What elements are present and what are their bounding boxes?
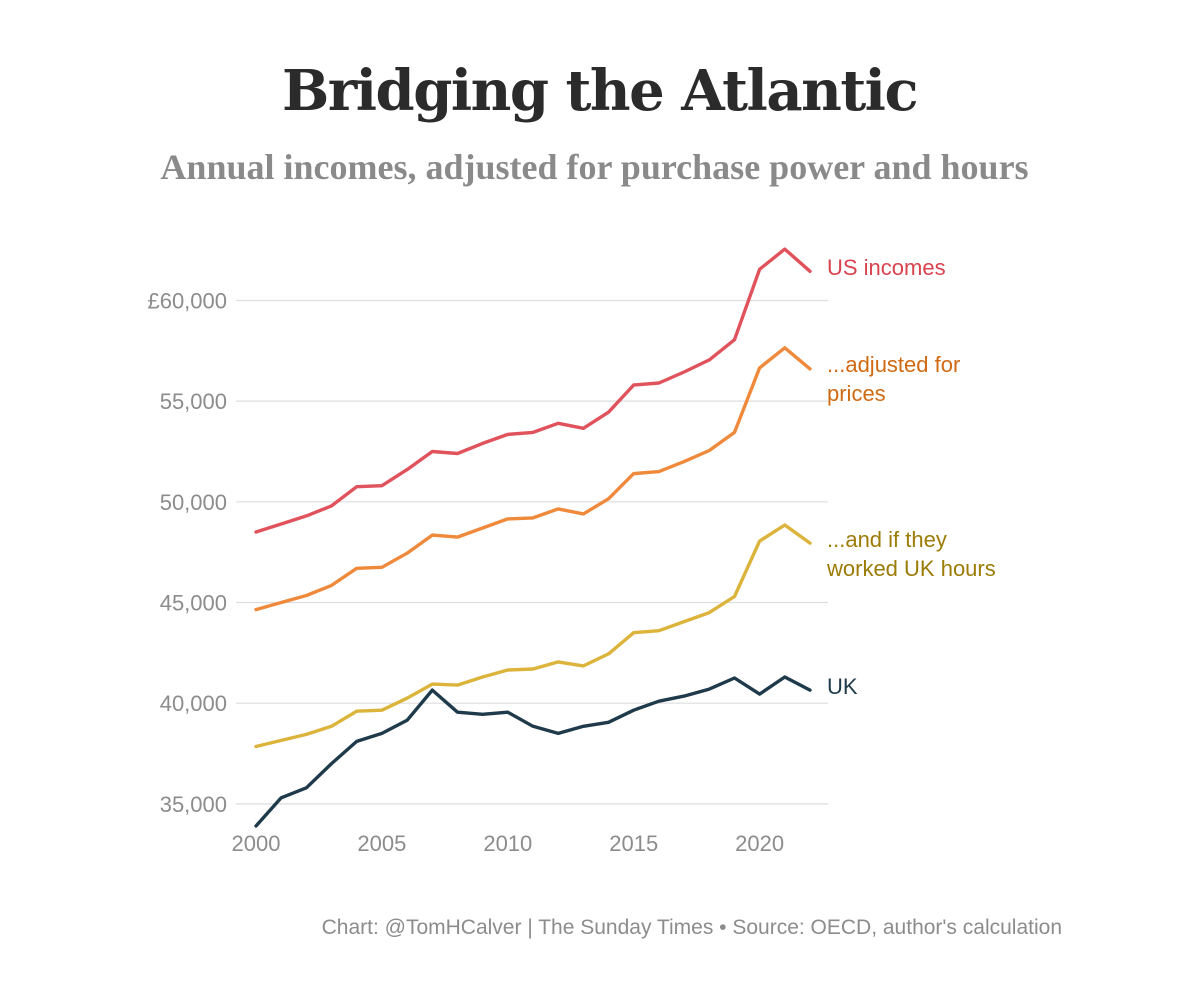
- chart-subtitle: Annual incomes, adjusted for purchase po…: [160, 147, 1029, 187]
- x-tick-label: 2000: [232, 831, 281, 856]
- series-label-line: ...adjusted for: [827, 352, 960, 377]
- chart-title: Bridging the Atlantic: [281, 58, 919, 124]
- series-line-uk: [254, 675, 812, 828]
- series-label-line: prices: [827, 381, 886, 406]
- y-tick-label: 50,000: [160, 490, 227, 515]
- y-tick-label: £60,000: [147, 288, 227, 313]
- series-label-line: ...and if they: [827, 527, 947, 552]
- series-label: UK: [827, 674, 858, 699]
- series-label-line: worked UK hours: [826, 556, 996, 581]
- y-tick-label: 55,000: [160, 389, 227, 414]
- y-axis-tick-labels: 35,000 40,000 45,000 50,000 55,000 £60,000: [147, 288, 227, 816]
- x-axis-tick-labels: 2000 2005 2010 2015 2020: [232, 831, 785, 856]
- series-line-us-incomes: [254, 247, 812, 534]
- series-lines: [254, 247, 812, 828]
- y-tick-label: 45,000: [160, 591, 227, 616]
- series-label: US incomes: [827, 255, 946, 280]
- series-label: ...adjusted for prices: [827, 352, 960, 406]
- x-tick-label: 2020: [735, 831, 784, 856]
- series-label-line: UK: [827, 674, 858, 699]
- series-line-adjusted-for-prices: [254, 346, 812, 612]
- x-tick-label: 2005: [357, 831, 406, 856]
- series-label: ...and if they worked UK hours: [826, 527, 996, 581]
- series-label-line: US incomes: [827, 255, 946, 280]
- series-labels: US incomes ...adjusted for prices ...and if…: [826, 255, 996, 699]
- y-tick-label: 35,000: [160, 792, 227, 817]
- chart-source-note: Chart: @TomHCalver | The Sunday Times • …: [321, 916, 1062, 939]
- x-tick-label: 2010: [483, 831, 532, 856]
- x-tick-label: 2015: [609, 831, 658, 856]
- y-tick-label: 40,000: [160, 691, 227, 716]
- gridlines: [236, 299, 828, 805]
- series-line-and-if-they-worked-uk-hours: [254, 523, 812, 749]
